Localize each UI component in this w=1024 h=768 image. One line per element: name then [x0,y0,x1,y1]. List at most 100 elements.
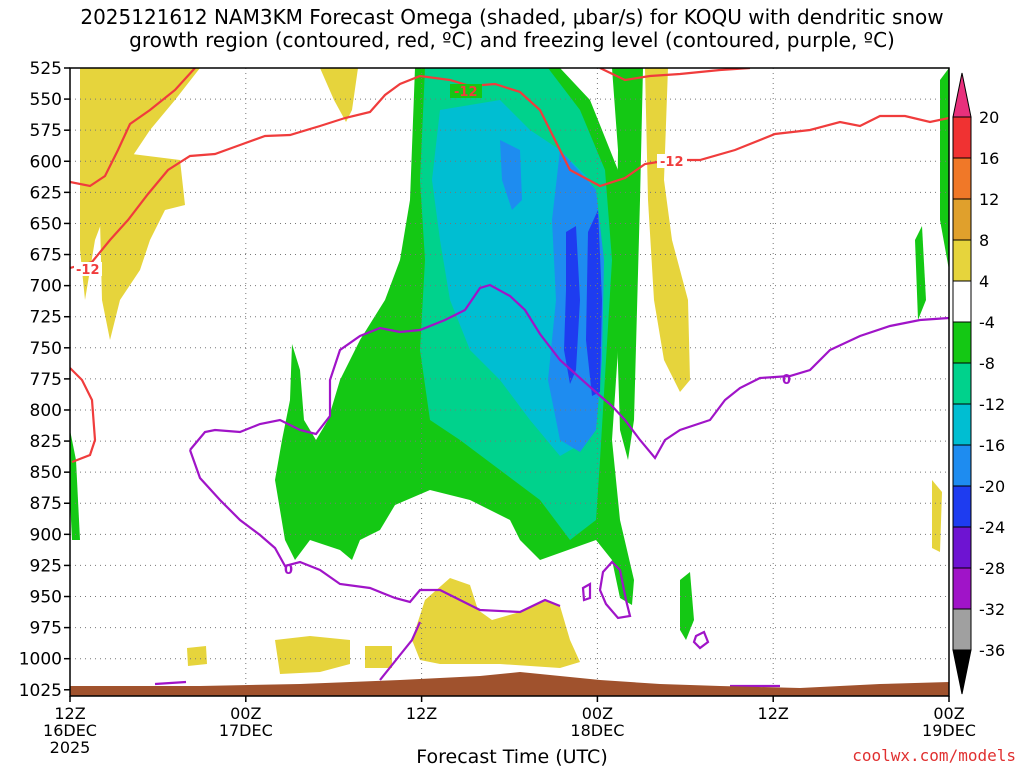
colorbar-label: -20 [979,477,1005,496]
y-tick-label: 875 [30,494,62,514]
contour-label-bg [450,84,482,98]
omega-region-darkblue [586,210,602,396]
contour-0-purple [598,560,632,620]
omega-region-yellow [645,68,690,392]
terrain-surface [70,672,949,696]
colorbar-label: 16 [979,149,999,168]
colorbar-bin [952,567,972,610]
y-tick-label: 750 [30,339,62,359]
contour-label-zero: 0 [782,373,791,388]
credit-text: coolwx.com/models [852,746,1016,765]
colorbar-bin [952,198,972,241]
omega-region-darkblue [564,226,580,384]
contour-minus12-red [70,367,97,464]
colorbar-label: 4 [979,272,989,291]
contour-label-zero: 0 [284,563,293,578]
x-tick-label: 00Z [933,704,964,723]
x-tick-label: 12Z [406,704,437,723]
contour-0-purple [188,449,561,614]
omega-region-yellow [275,636,350,674]
omega-shading [70,68,949,674]
x-tick-label: 00Z [582,704,613,723]
omega-region-yellow [412,578,580,668]
omega-region-green [612,68,643,460]
contour-label-bg [74,262,102,276]
colorbar-label: -4 [979,313,995,332]
colorbar-arrow-top [952,72,972,118]
colorbar: 20 16 12 8 4 -4 -8 -12 -16 -20 -24 -28 -32 -36 [952,72,1005,695]
contour-label-bg [657,154,687,168]
colorbar-bin [952,485,972,528]
y-tick-label: 650 [30,214,62,234]
colorbar-label: 8 [979,231,989,250]
y-tick-label: 775 [30,370,62,390]
y-tick-label: 800 [30,401,62,421]
colorbar-bin [952,239,972,282]
y-tick-label: 1025 [19,681,62,701]
y-tick-label: 825 [30,432,62,452]
colorbar-label: -12 [979,395,1005,414]
x-tick-label: 19DEC [922,721,976,740]
contour-0-purple [189,283,949,460]
omega-region-yellow [80,68,200,300]
omega-region-green [70,430,80,540]
x-tick-label: 2025 [50,738,91,757]
y-tick-label: 950 [30,588,62,608]
plot-frame [69,67,950,697]
colorbar-bin [952,280,972,323]
colorbar-label: 20 [979,108,999,127]
y-tick-label: 1000 [19,650,62,670]
omega-region-green [680,572,694,640]
contour-0-purple [581,582,592,602]
chart-title-line-2: growth region (contoured, red, ºC) and f… [129,28,895,52]
contour-0-purple [692,630,710,650]
colorbar-label: -36 [979,641,1005,660]
omega-region-green [940,68,949,270]
contour-minus12-red [70,74,949,270]
colorbar-label: 12 [979,190,999,209]
contour-label-minus12: -12 [660,155,684,170]
colorbar-bin [952,362,972,405]
y-tick-label: 525 [30,59,62,79]
y-tick-label: 550 [30,90,62,110]
x-tick-label: 17DEC [219,721,273,740]
colorbar-arrow-bottom [952,649,972,695]
contour-label-minus12: -12 [454,85,478,100]
x-tick-label: 18DEC [570,721,624,740]
colorbar-bin [952,526,972,569]
colorbar-bin [952,403,972,446]
y-tick-label: 925 [30,556,62,576]
colorbar-bin [952,444,972,487]
colorbar-label: -28 [979,559,1005,578]
y-tick-label: 575 [30,121,62,141]
omega-region-lightblue [500,140,522,210]
contour-minus12-red [599,68,751,82]
omega-region-green [915,226,926,320]
colorbar-label: -32 [979,600,1005,619]
y-tick-label: 600 [30,152,62,172]
omega-region-yellow [187,646,207,666]
x-axis-label: Forecast Time (UTC) [416,746,608,768]
colorbar-label: -8 [979,354,995,373]
contour-label-minus12: -12 [76,263,100,278]
omega-region-yellow [932,480,942,552]
x-tick-label: 00Z [230,704,261,723]
colorbar-label: -16 [979,436,1005,455]
contour-0-purple [154,680,187,686]
colorbar-bin [952,321,972,364]
y-tick-label: 975 [30,619,62,639]
y-tick-label: 850 [30,463,62,483]
y-tick-label: 700 [30,277,62,297]
colorbar-bin [952,157,972,200]
y-tick-label: 675 [30,246,62,266]
contour-0-purple [379,621,422,681]
colorbar-bin [952,608,972,651]
y-axis: 525 550 575 600 625 650 675 700 725 750 775 800 825 8… [19,59,70,701]
x-tick-label: 12Z [54,704,85,723]
y-tick-label: 900 [30,525,62,545]
omega-region-yellow [320,68,358,122]
omega-region-yellow [100,150,185,340]
y-tick-label: 625 [30,183,62,203]
omega-region-yellow [365,646,392,668]
